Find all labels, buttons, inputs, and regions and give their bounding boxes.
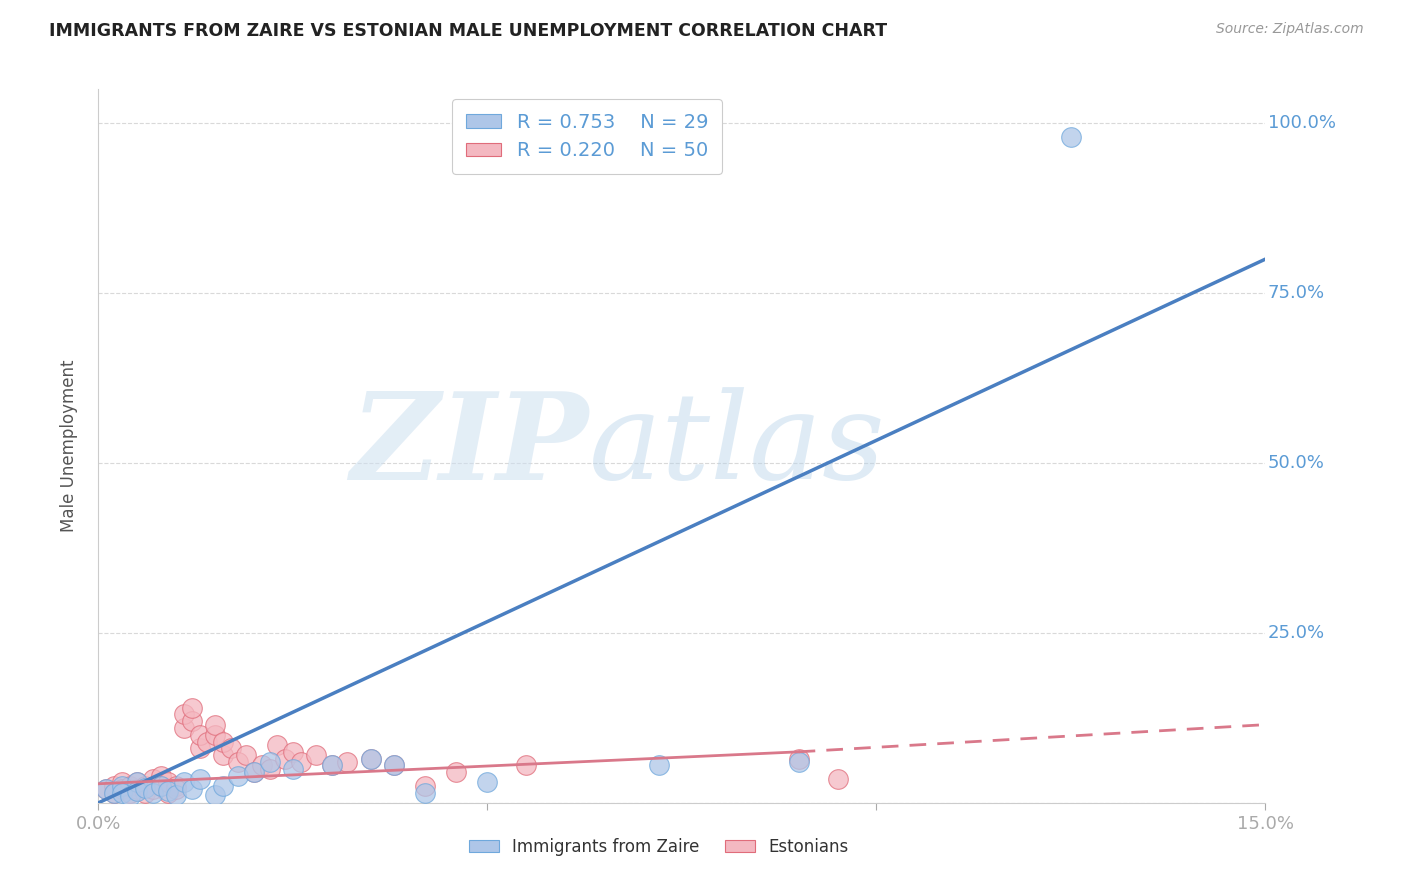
- Point: [305, 748, 328, 763]
- Point: [96, 782, 118, 797]
- Point: [281, 762, 304, 776]
- Point: [180, 700, 202, 714]
- Point: [134, 780, 156, 795]
- Point: [259, 762, 281, 776]
- Text: Source: ZipAtlas.com: Source: ZipAtlas.com: [1216, 22, 1364, 37]
- Point: [515, 758, 537, 772]
- Point: [118, 789, 141, 803]
- Point: [228, 755, 250, 769]
- Point: [111, 775, 134, 789]
- Point: [250, 758, 273, 772]
- Point: [382, 758, 405, 772]
- Point: [157, 783, 180, 797]
- Point: [165, 779, 187, 793]
- Point: [212, 748, 235, 763]
- Point: [173, 721, 195, 735]
- Point: [413, 779, 436, 793]
- Point: [274, 751, 297, 765]
- Text: 25.0%: 25.0%: [1268, 624, 1324, 642]
- Point: [188, 772, 211, 786]
- Point: [1060, 129, 1083, 144]
- Point: [204, 728, 226, 742]
- Point: [477, 775, 499, 789]
- Point: [204, 788, 226, 802]
- Point: [360, 751, 382, 765]
- Point: [96, 782, 118, 797]
- Point: [173, 707, 195, 722]
- Point: [446, 765, 468, 780]
- Point: [103, 786, 125, 800]
- Point: [212, 734, 235, 748]
- Point: [103, 786, 125, 800]
- Text: atlas: atlas: [589, 387, 886, 505]
- Point: [321, 758, 343, 772]
- Point: [647, 758, 669, 772]
- Point: [382, 758, 405, 772]
- Point: [266, 738, 288, 752]
- Point: [413, 786, 436, 800]
- Point: [111, 779, 134, 793]
- Text: 100.0%: 100.0%: [1268, 114, 1336, 132]
- Point: [360, 751, 382, 765]
- Point: [142, 786, 165, 800]
- Point: [127, 775, 149, 789]
- Point: [149, 779, 172, 793]
- Point: [103, 779, 125, 793]
- Point: [127, 783, 149, 797]
- Point: [111, 786, 134, 800]
- Point: [787, 751, 810, 765]
- Point: [127, 775, 149, 789]
- Point: [127, 782, 149, 797]
- Point: [195, 734, 218, 748]
- Text: 50.0%: 50.0%: [1268, 454, 1324, 472]
- Text: ZIP: ZIP: [350, 387, 589, 505]
- Point: [134, 779, 156, 793]
- Point: [281, 745, 304, 759]
- Text: 75.0%: 75.0%: [1268, 284, 1324, 302]
- Point: [188, 741, 211, 756]
- Point: [111, 782, 134, 797]
- Point: [787, 755, 810, 769]
- Point: [321, 758, 343, 772]
- Point: [149, 769, 172, 783]
- Point: [219, 741, 242, 756]
- Y-axis label: Male Unemployment: Male Unemployment: [59, 359, 77, 533]
- Point: [142, 772, 165, 786]
- Point: [290, 755, 312, 769]
- Point: [118, 786, 141, 800]
- Point: [173, 775, 195, 789]
- Point: [188, 728, 211, 742]
- Point: [157, 775, 180, 789]
- Point: [180, 782, 202, 797]
- Legend: Immigrants from Zaire, Estonians: Immigrants from Zaire, Estonians: [463, 831, 855, 863]
- Point: [228, 769, 250, 783]
- Point: [134, 786, 156, 800]
- Point: [165, 782, 187, 797]
- Point: [204, 717, 226, 731]
- Point: [827, 772, 849, 786]
- Point: [180, 714, 202, 729]
- Point: [149, 779, 172, 793]
- Point: [165, 788, 187, 802]
- Point: [243, 765, 266, 780]
- Point: [243, 765, 266, 780]
- Point: [212, 779, 235, 793]
- Point: [142, 782, 165, 797]
- Text: IMMIGRANTS FROM ZAIRE VS ESTONIAN MALE UNEMPLOYMENT CORRELATION CHART: IMMIGRANTS FROM ZAIRE VS ESTONIAN MALE U…: [49, 22, 887, 40]
- Point: [157, 786, 180, 800]
- Point: [259, 755, 281, 769]
- Point: [118, 779, 141, 793]
- Point: [336, 755, 359, 769]
- Point: [235, 748, 257, 763]
